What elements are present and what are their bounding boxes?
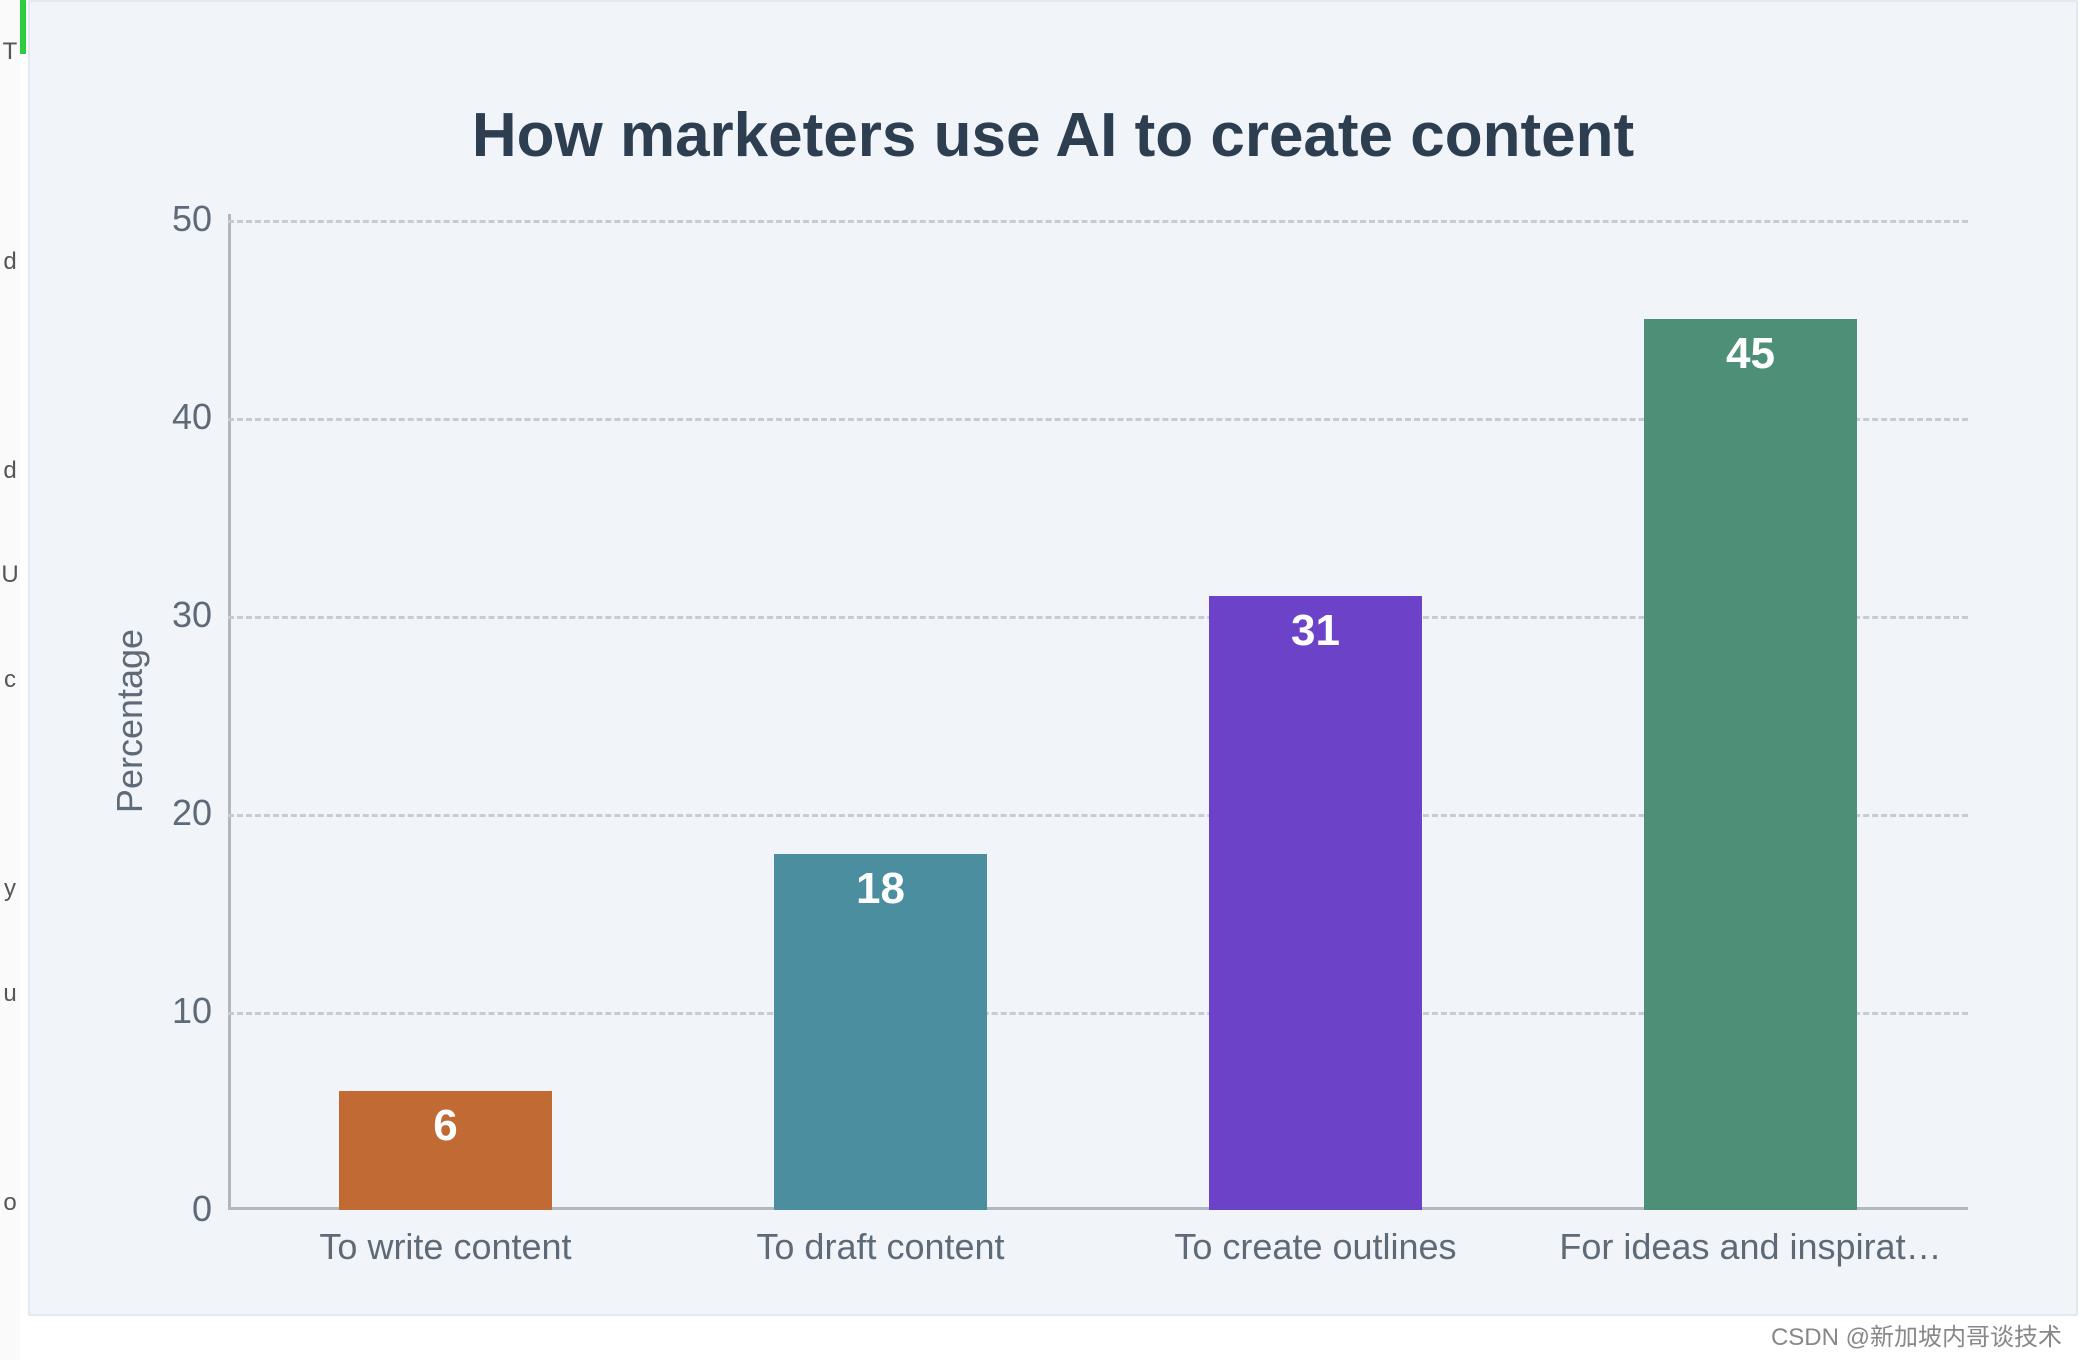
bar-value-label: 6 <box>339 1101 552 1151</box>
strip-char: d <box>0 209 20 314</box>
strip-char: d <box>0 418 20 523</box>
strip-char <box>0 732 20 837</box>
x-tick-label: To create outlines <box>1107 1226 1525 1268</box>
y-tick-label: 50 <box>158 198 212 240</box>
y-tick-label: 0 <box>158 1188 212 1230</box>
bar-value-label: 18 <box>774 864 987 914</box>
x-tick-label: To write content <box>237 1226 655 1268</box>
chart-plot-area: 010203040506To write content18To draft c… <box>228 220 1968 1210</box>
strip-char: u <box>0 941 20 1046</box>
bar: 6 <box>339 1091 552 1210</box>
gridline <box>228 220 1968 223</box>
cropped-left-strip: T d d U c y u o <box>0 0 20 1360</box>
bar: 31 <box>1209 596 1422 1210</box>
strip-char: c <box>0 628 20 733</box>
strip-char <box>0 1046 20 1151</box>
x-tick-label: To draft content <box>672 1226 1090 1268</box>
strip-char <box>0 1255 20 1360</box>
bar-value-label: 45 <box>1644 329 1857 379</box>
y-tick-label: 30 <box>158 594 212 636</box>
strip-char: y <box>0 837 20 942</box>
strip-char: U <box>0 523 20 628</box>
attribution-watermark: CSDN @新加坡内哥谈技术 <box>1771 1317 2062 1352</box>
y-tick-label: 10 <box>158 990 212 1032</box>
bar: 45 <box>1644 319 1857 1210</box>
y-axis-label: Percentage <box>109 629 151 813</box>
x-tick-label: For ideas and inspirat… <box>1542 1226 1960 1268</box>
strip-char <box>0 314 20 419</box>
chart-title: How marketers use AI to create content <box>472 100 1634 171</box>
strip-char: o <box>0 1151 20 1256</box>
y-tick-label: 40 <box>158 396 212 438</box>
chart-panel: How marketers use AI to create content 0… <box>28 0 2078 1316</box>
strip-char: T <box>0 0 20 105</box>
bar: 18 <box>774 854 987 1210</box>
y-tick-label: 20 <box>158 792 212 834</box>
bar-value-label: 31 <box>1209 606 1422 656</box>
y-axis-line <box>228 214 231 1210</box>
strip-char <box>0 105 20 210</box>
